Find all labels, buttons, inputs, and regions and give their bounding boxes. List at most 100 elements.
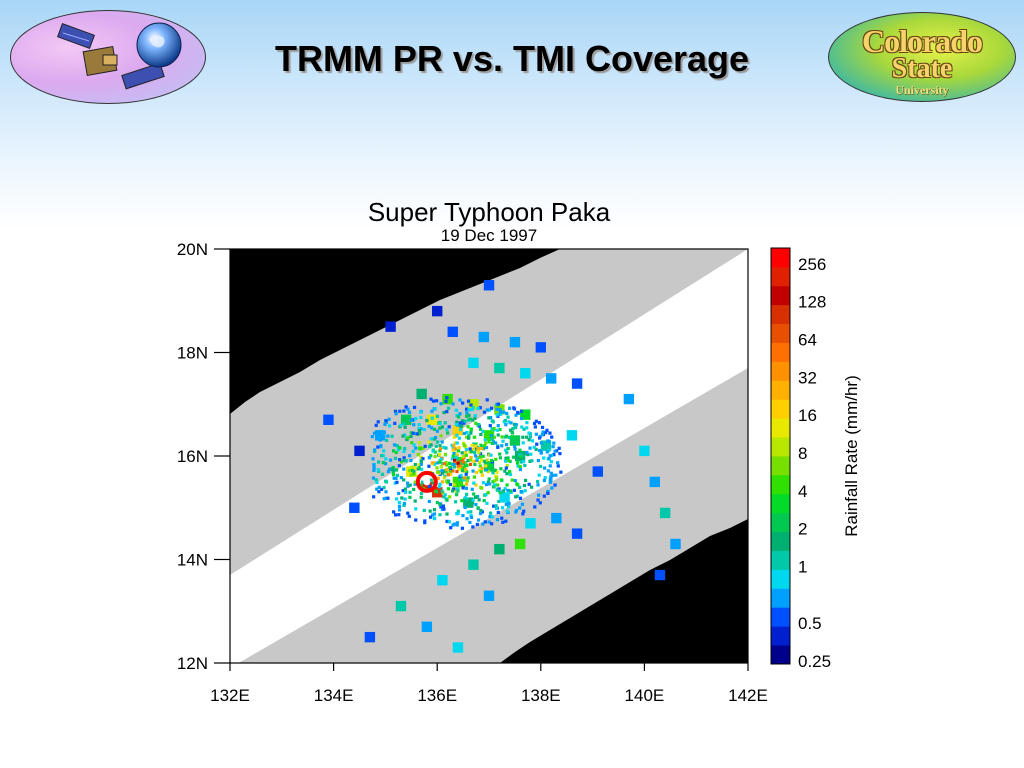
rain-speck — [464, 448, 469, 452]
rain-speck — [402, 458, 406, 462]
rain-speck — [463, 505, 467, 510]
rain-speck — [505, 483, 509, 487]
rain-speck — [372, 431, 377, 435]
rain-speck — [428, 515, 433, 519]
rain-speck — [511, 427, 515, 431]
rain-speck — [456, 415, 461, 419]
rain-speck — [467, 413, 471, 417]
rain-speck — [409, 458, 413, 463]
rain-speck — [456, 509, 460, 513]
rain-speck — [435, 466, 439, 470]
rain-speck — [519, 490, 524, 494]
rain-speck — [549, 478, 553, 482]
rain-cell — [478, 331, 490, 343]
rain-speck — [463, 463, 467, 467]
rain-speck — [525, 435, 529, 439]
rain-cell — [483, 430, 495, 441]
rain-speck — [523, 489, 527, 493]
rain-speck — [414, 446, 418, 450]
colorbar-swatch — [771, 588, 790, 608]
colorbar-tick-label: 8 — [798, 444, 807, 463]
rain-speck — [466, 510, 470, 514]
colorbar-swatch — [771, 550, 790, 570]
rain-speck — [465, 497, 469, 501]
rain-speck — [518, 464, 522, 469]
rain-speck — [431, 449, 435, 453]
rain-speck — [488, 514, 492, 519]
rain-speck — [544, 431, 548, 435]
rain-speck — [516, 464, 520, 468]
rain-speck — [444, 479, 449, 484]
rain-cell — [452, 642, 464, 653]
rain-speck — [463, 496, 468, 500]
rain-speck — [492, 435, 496, 439]
rain-speck — [413, 499, 417, 503]
rain-speck — [515, 494, 519, 498]
rain-speck — [556, 464, 560, 468]
rain-speck — [500, 516, 504, 520]
rain-speck — [532, 445, 536, 449]
rain-speck — [439, 434, 443, 438]
rain-cell — [483, 590, 495, 601]
rain-speck — [433, 450, 437, 454]
colorbar-swatch — [771, 342, 790, 362]
rain-speck — [404, 405, 408, 409]
rain-cell — [571, 378, 583, 389]
colorbar-tick-label: 0.5 — [798, 614, 822, 633]
rain-speck — [536, 479, 540, 484]
rain-speck — [491, 485, 496, 489]
rain-speck — [436, 440, 440, 444]
rain-speck — [496, 510, 500, 515]
rain-speck — [499, 478, 504, 482]
rain-speck — [409, 431, 413, 435]
rain-cell — [566, 430, 578, 441]
rain-speck — [402, 467, 406, 471]
rain-speck — [506, 458, 510, 463]
rain-speck — [438, 503, 442, 507]
rain-speck — [458, 478, 462, 482]
rain-speck — [490, 427, 494, 431]
rain-speck — [489, 406, 494, 410]
colorbar-swatch — [771, 304, 790, 325]
rain-speck — [438, 421, 442, 426]
rain-speck — [504, 456, 508, 460]
rain-cell — [540, 440, 552, 451]
rain-speck — [514, 413, 518, 417]
rain-speck — [401, 489, 405, 493]
rain-speck — [534, 432, 538, 436]
rain-speck — [533, 505, 537, 509]
rain-speck — [477, 423, 481, 427]
rain-speck — [489, 511, 493, 515]
rain-speck — [465, 492, 469, 496]
rain-speck — [471, 525, 475, 529]
rain-speck — [468, 447, 472, 451]
rain-speck — [412, 443, 416, 447]
rain-speck — [404, 459, 408, 463]
rain-speck — [489, 453, 493, 457]
rain-speck — [487, 477, 491, 481]
rain-speck — [382, 431, 387, 435]
rain-speck — [392, 443, 397, 447]
rain-speck — [463, 444, 467, 448]
rain-speck — [445, 463, 449, 467]
rain-speck — [441, 504, 445, 508]
rain-speck — [380, 454, 384, 458]
rain-speck — [470, 443, 474, 447]
rain-speck — [392, 510, 396, 514]
rain-speck — [467, 408, 471, 412]
rain-speck — [386, 469, 391, 474]
rain-speck — [384, 419, 388, 423]
rain-speck — [402, 422, 406, 426]
rain-speck — [548, 480, 552, 484]
rain-speck — [505, 451, 509, 455]
typhoon-eyewall — [415, 470, 438, 493]
rain-speck — [542, 478, 547, 483]
rain-speck — [384, 457, 388, 461]
rain-speck — [417, 427, 421, 431]
rain-speck — [379, 487, 384, 491]
rain-speck — [443, 452, 448, 456]
rain-speck — [527, 431, 531, 435]
rain-speck — [469, 514, 473, 518]
colorbar-frame — [770, 247, 791, 665]
colorbar: 0.25 0.5 1 2 4 8 16 32 64 128 256 — [770, 247, 831, 671]
